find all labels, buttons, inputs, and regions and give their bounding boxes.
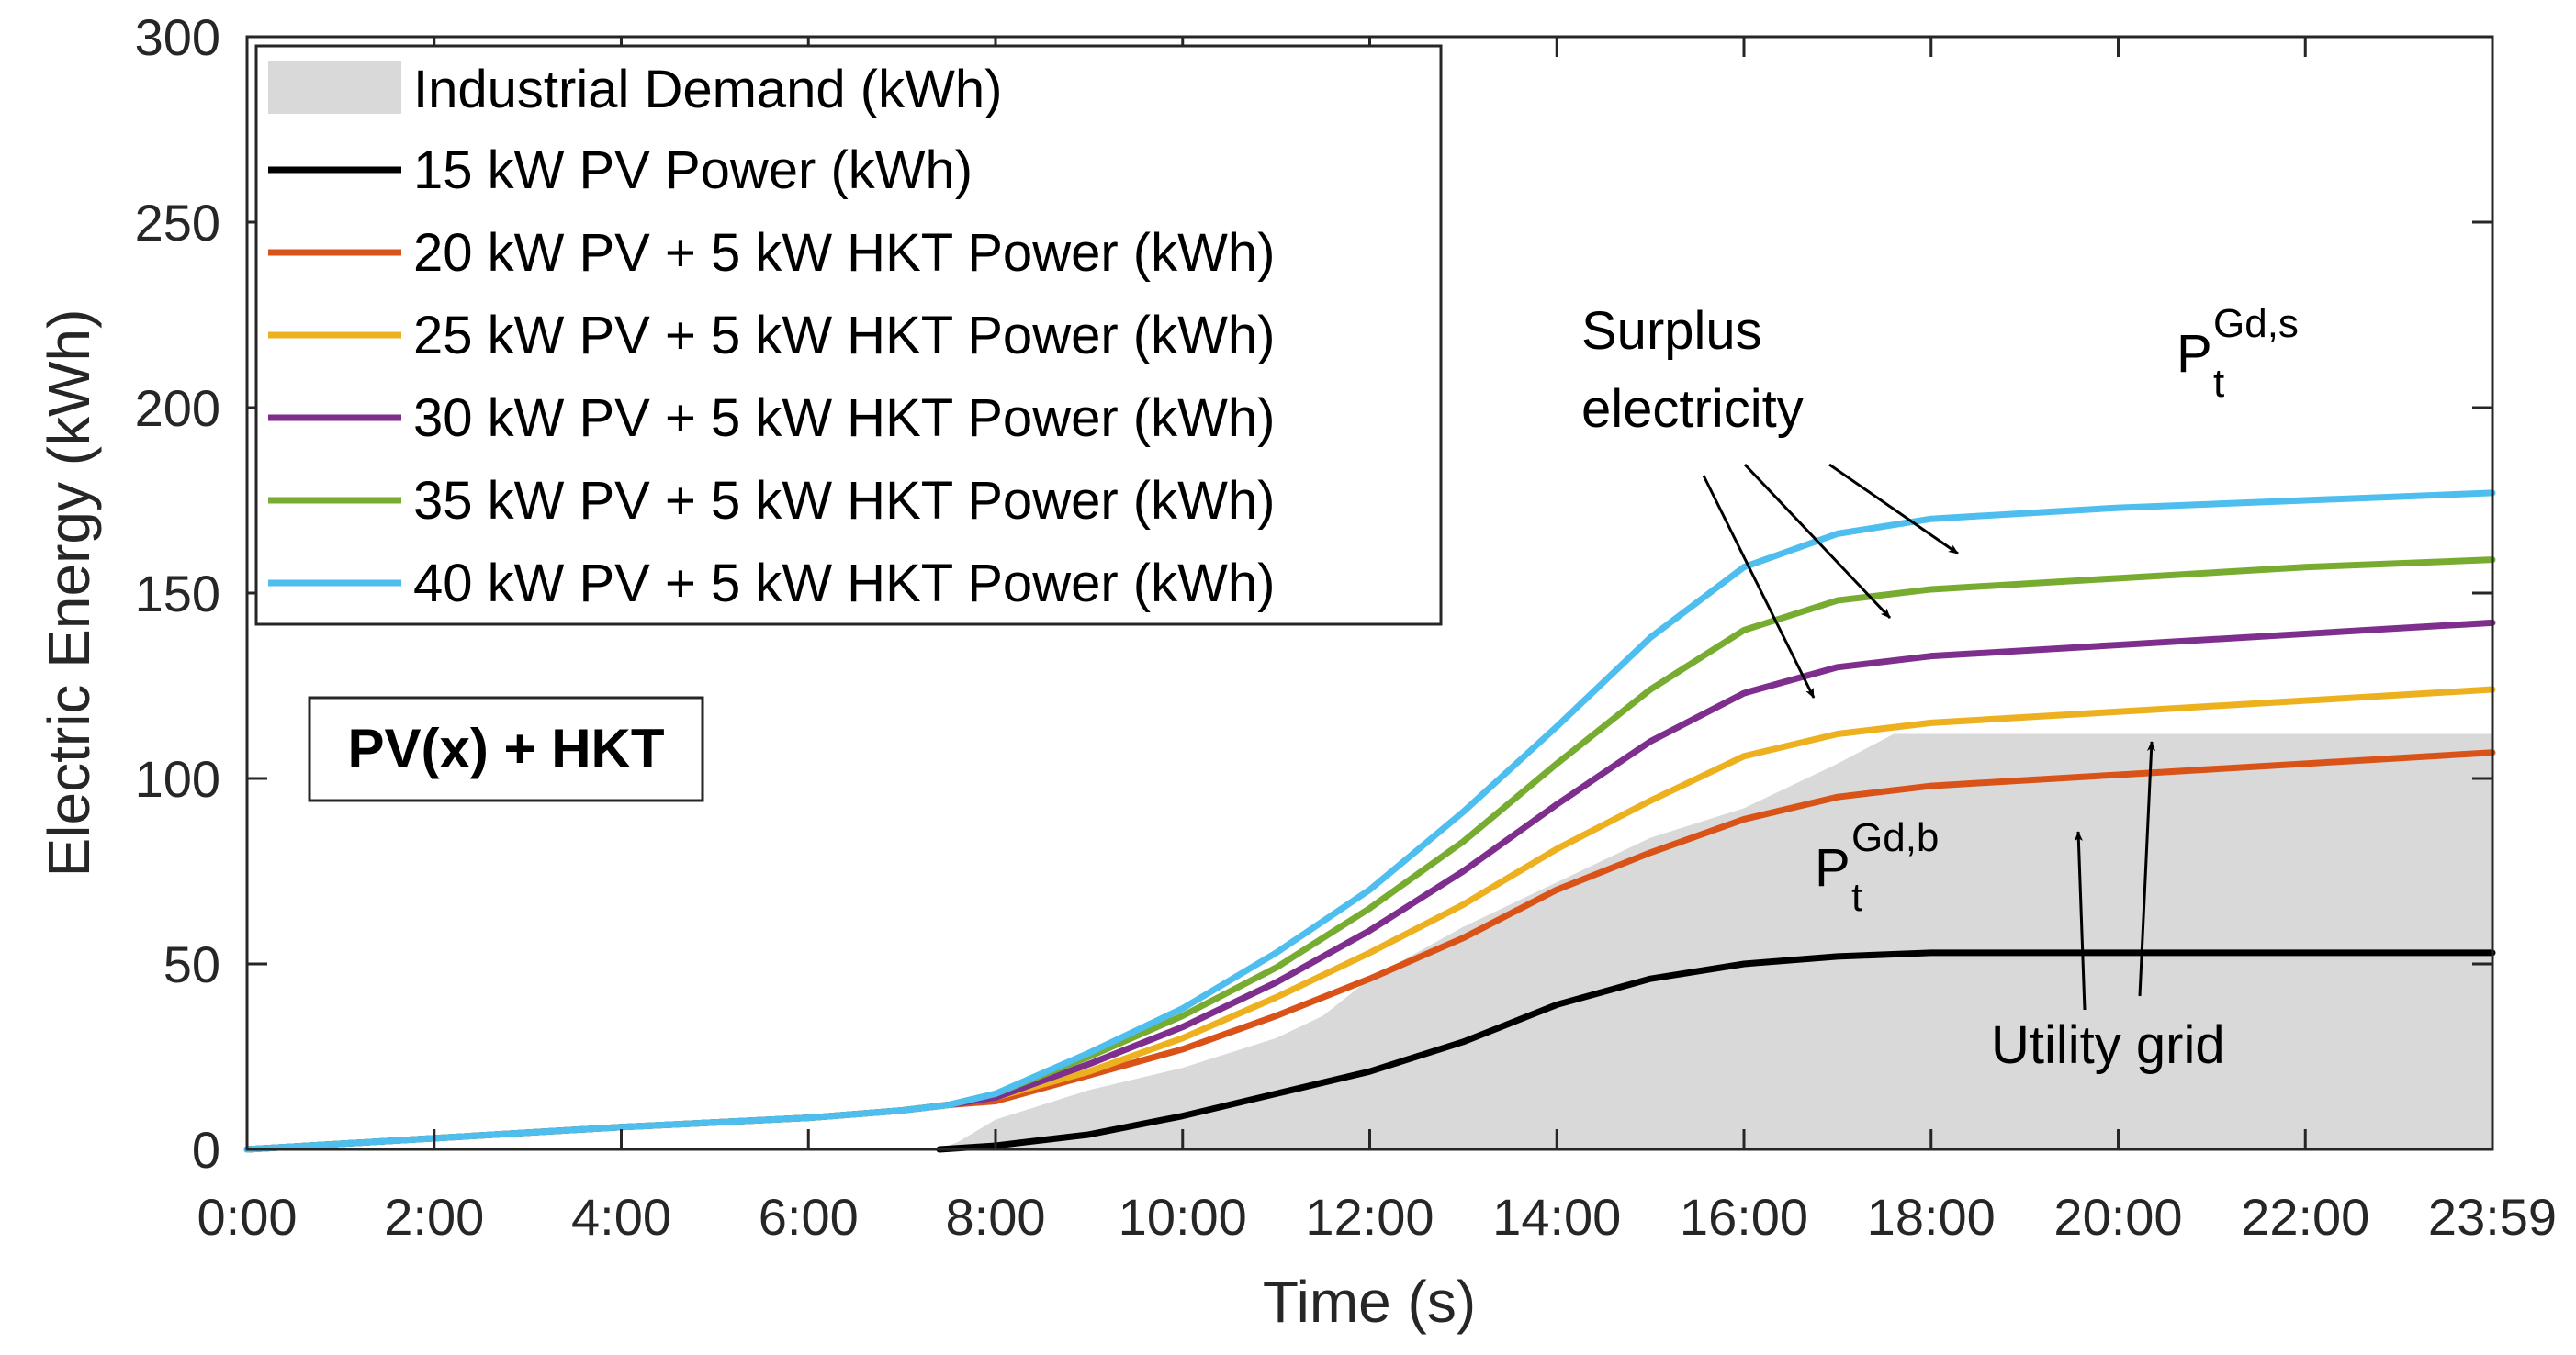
legend-label-5: 40 kW PV + 5 kW HKT Power (kWh) <box>413 554 1275 613</box>
surplus-label-line2: electricity <box>1581 379 1804 439</box>
buy-power-sub: t <box>1851 875 1862 920</box>
config-label-box: PV(x) + HKT <box>308 696 704 802</box>
sell-power-sub: t <box>2213 361 2224 406</box>
buy-power-main: P <box>1815 838 1850 898</box>
arrow-grid-to-orange <box>2138 741 2156 997</box>
x-tick-label: 6:00 <box>759 1188 859 1246</box>
surplus-label-line1: Surplus <box>1581 301 1762 361</box>
industrial-demand-area <box>939 733 2492 1149</box>
surplus-annotation: Surplus electricity <box>1581 301 1804 439</box>
legend: Industrial Demand (kWh) 15 kW PV Power (… <box>254 44 1443 626</box>
sell-power-main: P <box>2177 324 2212 384</box>
buy-power-label: P t Gd,b <box>1815 815 1939 920</box>
legend-label-0: 15 kW PV Power (kWh) <box>413 140 973 200</box>
y-tick-label: 250 <box>135 194 220 252</box>
arrow-surplus-to-green <box>1828 463 1959 555</box>
series-lines <box>243 489 2496 1153</box>
arrow-grid-to-demand <box>2074 831 2087 1011</box>
y-axis-title: Electric Energy (kWh) <box>36 309 102 878</box>
sell-power-label: P t Gd,s <box>2177 301 2299 406</box>
axis-ticks: 0:00 2:00 4:00 6:00 8:00 10:00 12:00 14:00 16:00… <box>135 8 2558 1246</box>
legend-label-2: 25 kW PV + 5 kW HKT Power (kWh) <box>413 306 1275 365</box>
y-tick-label: 300 <box>135 8 220 66</box>
legend-label-demand: Industrial Demand (kWh) <box>413 60 1002 119</box>
arrow-surplus-to-purple <box>1743 463 1892 620</box>
series-line-0 <box>936 949 2496 1153</box>
y-tick-label: 150 <box>135 565 220 622</box>
x-tick-label: 14:00 <box>1492 1188 1621 1246</box>
annotation-arrows <box>1702 463 2156 1011</box>
x-tick-label: 0:00 <box>197 1188 298 1246</box>
y-tick-label: 0 <box>192 1121 220 1179</box>
legend-swatch-demand <box>268 61 401 114</box>
x-tick-label: 20:00 <box>2053 1188 2182 1246</box>
legend-label-3: 30 kW PV + 5 kW HKT Power (kWh) <box>413 388 1275 448</box>
buy-power-sup: Gd,b <box>1851 815 1939 860</box>
y-tick-label: 200 <box>135 379 220 437</box>
x-tick-label: 23:59 <box>2428 1188 2557 1246</box>
legend-label-4: 35 kW PV + 5 kW HKT Power (kWh) <box>413 471 1275 531</box>
legend-box <box>254 44 1443 626</box>
arrow-surplus-to-yellow <box>1702 475 1816 699</box>
x-tick-label: 16:00 <box>1680 1188 1808 1246</box>
x-tick-label: 4:00 <box>571 1188 671 1246</box>
x-tick-label: 12:00 <box>1305 1188 1434 1246</box>
x-tick-label: 2:00 <box>384 1188 484 1246</box>
industrial-demand-fill <box>939 733 2492 1149</box>
x-tick-label: 10:00 <box>1119 1188 1247 1246</box>
series-line-5 <box>243 489 2496 1153</box>
y-tick-label: 100 <box>135 750 220 808</box>
config-label-border <box>308 696 704 802</box>
x-tick-label: 18:00 <box>1867 1188 1996 1246</box>
utility-grid-label: Utility grid <box>1991 1015 2225 1075</box>
config-label-text: PV(x) + HKT <box>347 718 664 779</box>
y-tick-label: 50 <box>163 935 220 993</box>
legend-label-1: 20 kW PV + 5 kW HKT Power (kWh) <box>413 223 1275 283</box>
x-axis-title: Time (s) <box>1263 1269 1476 1335</box>
x-tick-label: 8:00 <box>946 1188 1046 1246</box>
x-tick-label: 22:00 <box>2241 1188 2369 1246</box>
sell-power-sup: Gd,s <box>2213 301 2299 346</box>
